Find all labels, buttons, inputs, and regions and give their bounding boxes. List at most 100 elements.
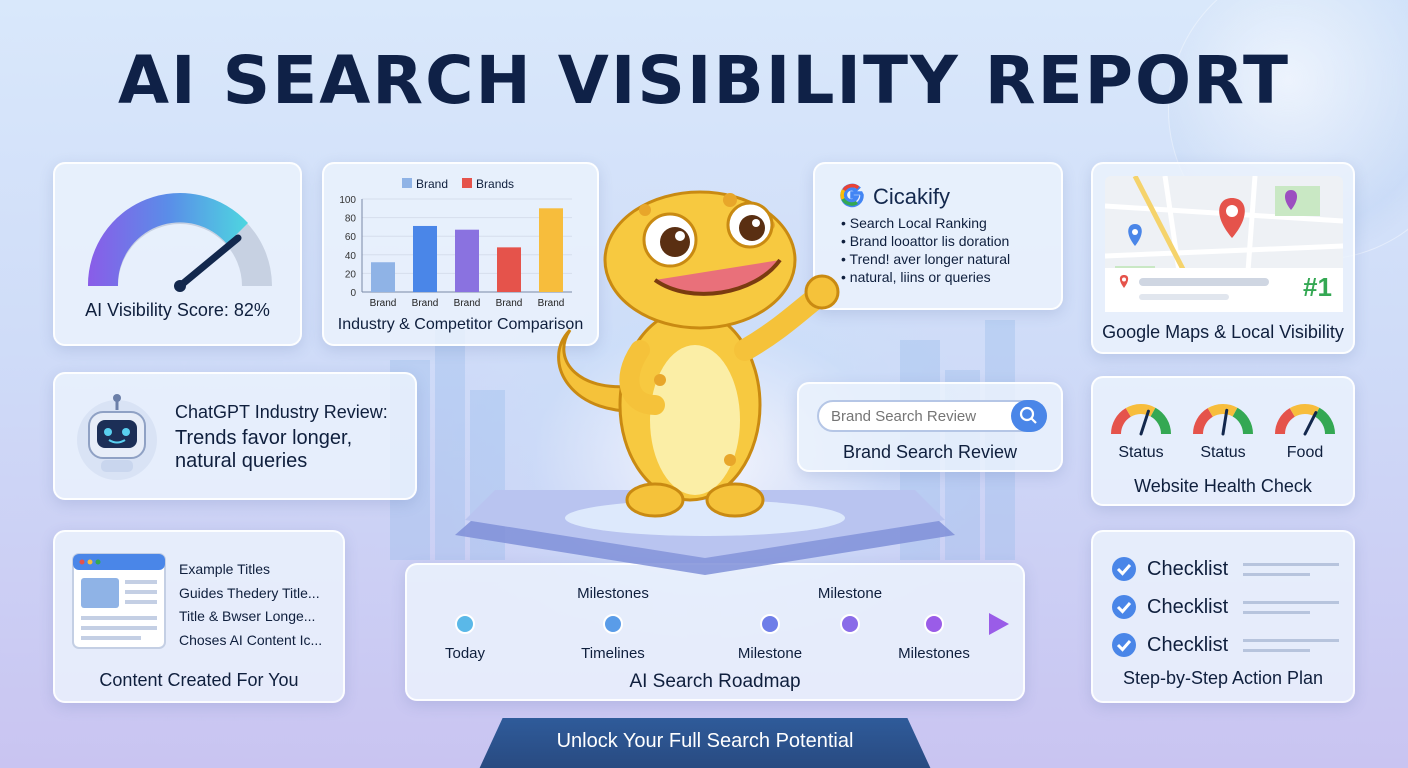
checklist-placeholder-lines bbox=[1243, 600, 1339, 614]
legend-item-brand: Brand bbox=[402, 177, 448, 191]
gauge-dial bbox=[1111, 404, 1171, 436]
gauge-label: Food bbox=[1286, 444, 1324, 461]
google-brand-name: Cicakify bbox=[873, 184, 951, 209]
timeline-arrow bbox=[989, 613, 1009, 635]
health-title: Website Health Check bbox=[1134, 476, 1312, 496]
gauge-segment bbox=[1111, 408, 1131, 434]
bar bbox=[539, 208, 563, 292]
content-items: Example Titles Guides Thedery Title... T… bbox=[179, 558, 322, 652]
action-plan-card: Checklist Checklist Checklist Step-by-St… bbox=[1091, 530, 1355, 703]
gauge-segment bbox=[1193, 408, 1213, 434]
maps-title: Google Maps & Local Visibility bbox=[1102, 322, 1344, 342]
chatgpt-heading: ChatGPT Industry Review: bbox=[175, 402, 388, 422]
gauge-segment bbox=[1289, 404, 1320, 417]
google-bullet: • Brand looattor lis doration bbox=[841, 233, 1010, 249]
footer-cta[interactable]: Unlock Your Full Search Potential bbox=[556, 730, 854, 752]
x-tick-label: Brand bbox=[412, 298, 439, 309]
content-item: Example Titles bbox=[179, 561, 271, 577]
y-tick-label: 80 bbox=[345, 214, 357, 225]
y-tick-label: 100 bbox=[339, 195, 356, 206]
visibility-gauge bbox=[87, 192, 272, 292]
brand-search-input[interactable] bbox=[831, 406, 1007, 426]
brand-search-card: Brand Search Review bbox=[797, 382, 1063, 472]
health-gauge: Status bbox=[1107, 398, 1175, 462]
bar bbox=[455, 229, 479, 292]
gauge-dial bbox=[1193, 404, 1253, 436]
location-pin-icon bbox=[1119, 275, 1129, 288]
health-gauges: Status Status Food bbox=[1107, 398, 1339, 462]
bar bbox=[413, 225, 437, 292]
google-bullet: • natural, liins or queries bbox=[841, 269, 991, 285]
chatgpt-line-1: Trends favor longer, bbox=[175, 427, 353, 449]
content-title: Content Created For You bbox=[99, 670, 299, 690]
bar bbox=[371, 262, 395, 292]
gauge-needle bbox=[1303, 411, 1318, 436]
gauge-needle bbox=[176, 234, 242, 290]
y-tick-label: 40 bbox=[345, 251, 357, 262]
content-item: Title & Bwser Longe... bbox=[179, 608, 316, 624]
brand-search-box[interactable] bbox=[817, 400, 1047, 432]
roadmap-title: AI Search Roadmap bbox=[629, 671, 801, 692]
visibility-score-card: AI Visibility Score: 82% bbox=[53, 162, 302, 346]
checklist-label: Checklist bbox=[1147, 557, 1229, 580]
roadmap-top-label: Milestone bbox=[817, 585, 883, 602]
y-tick-label: 20 bbox=[345, 269, 357, 280]
google-bullet: • Search Local Ranking bbox=[841, 215, 987, 231]
footer-banner bbox=[475, 718, 935, 768]
x-tick-label: Brand bbox=[496, 298, 523, 309]
map-placeholder-line bbox=[1139, 278, 1269, 286]
search-button[interactable] bbox=[1011, 400, 1047, 432]
google-bullet: • Trend! aver longer natural bbox=[841, 251, 1011, 267]
robot-icon bbox=[77, 394, 157, 480]
google-logo-icon bbox=[840, 183, 864, 208]
gauge-label: Status bbox=[1118, 444, 1164, 461]
gauge-needle bbox=[1139, 409, 1150, 436]
checklist-placeholder-lines bbox=[1243, 638, 1339, 652]
content-item: Choses AI Content Ic... bbox=[179, 631, 323, 648]
map-placeholder-line bbox=[1139, 294, 1229, 300]
milestone-dot bbox=[603, 614, 623, 634]
gauge-label: Status bbox=[1200, 444, 1246, 461]
x-tick-label: Brand bbox=[370, 298, 397, 309]
gauge-segment bbox=[1125, 404, 1156, 417]
action-plan-title: Step-by-Step Action Plan bbox=[1122, 668, 1324, 688]
gauge-dial bbox=[1275, 404, 1335, 436]
y-tick-label: 60 bbox=[345, 232, 357, 243]
roadmap-top-label: Milestones bbox=[577, 585, 649, 602]
chatgpt-review-card: ChatGPT Industry Review: Trends favor lo… bbox=[53, 372, 417, 500]
map-illustration bbox=[1105, 176, 1343, 312]
chatgpt-line-2: natural queries bbox=[175, 450, 308, 472]
milestone-dot bbox=[924, 614, 944, 634]
gauge-segment bbox=[1314, 407, 1335, 434]
comparison-bar-chart: 100 80 60 40 20 0 Brand Brand Brand Brand Brand bbox=[339, 195, 572, 309]
website-health-card: Status Status Food Website Health Check bbox=[1091, 376, 1355, 506]
checklist-item[interactable]: Checklist bbox=[1111, 550, 1339, 588]
gecko-mascot-icon bbox=[557, 190, 840, 518]
maps-card: #1 Google Maps & Local Visibility bbox=[1091, 162, 1355, 354]
brand-search-title: Brand Search Review bbox=[842, 442, 1018, 462]
legend-label: Brands bbox=[476, 177, 515, 191]
comparison-title: Industry & Competitor Comparison bbox=[337, 316, 584, 333]
roadmap-bottom-label: Today bbox=[444, 645, 486, 662]
google-ranking-card: Cicakify • Search Local Ranking • Brand … bbox=[813, 162, 1063, 310]
gauge-segment bbox=[1207, 404, 1238, 417]
roadmap-bottom-label: Timelines bbox=[581, 645, 645, 662]
check-icon bbox=[1112, 557, 1136, 581]
checklist-item[interactable]: Checklist bbox=[1111, 626, 1339, 664]
page-title: AI SEARCH VISIBILITY REPORT bbox=[117, 42, 1291, 119]
x-tick-label: Brand bbox=[454, 298, 481, 309]
document-icon bbox=[72, 553, 166, 649]
x-tick-label: Brand bbox=[538, 298, 565, 309]
roadmap-timeline bbox=[429, 613, 1009, 635]
health-gauge: Food bbox=[1271, 398, 1339, 462]
checklist-item[interactable]: Checklist bbox=[1111, 588, 1339, 626]
content-card: Example Titles Guides Thedery Title... T… bbox=[53, 530, 345, 703]
gauge-segment bbox=[1150, 407, 1171, 434]
milestone-dot bbox=[760, 614, 780, 634]
check-icon bbox=[1112, 595, 1136, 619]
legend-item-brands: Brands bbox=[462, 177, 514, 191]
health-gauge: Status bbox=[1189, 398, 1257, 462]
gauge-needle bbox=[1221, 408, 1229, 436]
gauge-segment bbox=[1232, 407, 1253, 434]
search-icon bbox=[1019, 406, 1037, 424]
